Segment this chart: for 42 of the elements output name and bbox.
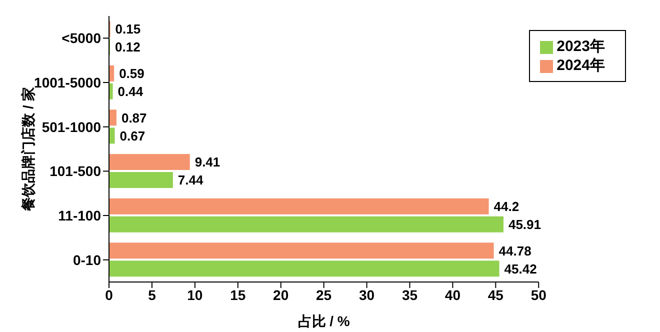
y-tick-label: <5000 <box>62 30 102 46</box>
bar <box>109 216 504 232</box>
y-tick-label: 101-500 <box>50 163 102 180</box>
bar <box>109 83 113 100</box>
data-label: 44.78 <box>498 243 532 258</box>
x-tick-label: 20 <box>273 286 289 303</box>
bar <box>109 172 173 188</box>
x-tick-label: 10 <box>187 286 203 303</box>
bar <box>109 242 494 259</box>
data-label: 0.67 <box>120 128 146 144</box>
y-tick-label: 0-10 <box>72 252 102 268</box>
data-label: 0.12 <box>115 40 140 55</box>
y-tick-label: 11-100 <box>58 207 102 224</box>
x-tick-label: 45 <box>488 286 504 303</box>
data-label: 0.44 <box>118 84 144 99</box>
x-tick-label: 35 <box>402 286 418 303</box>
bar <box>109 260 500 277</box>
y-tick-label: 501-1000 <box>42 118 102 135</box>
data-label: 0.87 <box>121 110 147 126</box>
x-tick-label: 5 <box>148 286 156 303</box>
x-tick-label: 0 <box>105 286 114 303</box>
data-label: 0.59 <box>119 66 144 81</box>
bar <box>109 128 115 144</box>
bar <box>109 198 489 214</box>
data-label: 44.2 <box>494 198 520 214</box>
x-tick-label: 40 <box>444 286 461 303</box>
data-label: 7.44 <box>178 172 204 188</box>
x-tick-label: 15 <box>230 286 246 303</box>
data-label: 45.91 <box>508 216 542 232</box>
bar <box>109 154 190 170</box>
y-tick-label: 1001-5000 <box>34 74 102 90</box>
data-label: 0.15 <box>115 22 141 37</box>
legend-label: 2024年 <box>556 57 605 74</box>
data-label: 9.41 <box>194 154 220 170</box>
x-tick-label: 25 <box>316 286 332 303</box>
x-tick-label: 50 <box>530 286 547 303</box>
x-tick-label: 30 <box>358 286 375 303</box>
legend-label: 2023年 <box>556 38 605 55</box>
bar <box>109 110 116 126</box>
x-axis-title: 占比 / % <box>298 313 350 329</box>
y-axis-title: 餐饮品牌门店数 / 家 <box>20 87 36 212</box>
data-label: 45.42 <box>504 261 537 276</box>
